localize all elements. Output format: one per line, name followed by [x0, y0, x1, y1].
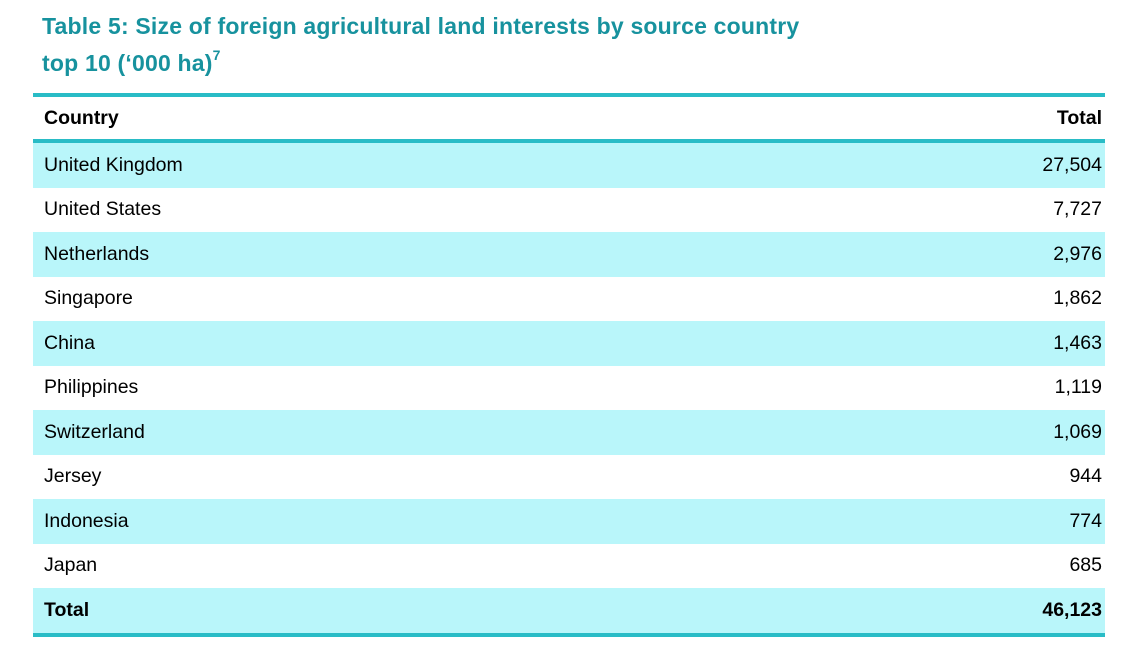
- table-bottom-rule: [33, 632, 1105, 637]
- footnote-marker: 7: [212, 47, 221, 64]
- table-row: Philippines 1,119: [33, 365, 1105, 410]
- country-cell: Indonesia: [44, 509, 129, 532]
- table-row: Singapore 1,862: [33, 276, 1105, 321]
- total-cell: 27,504: [1042, 153, 1102, 176]
- table-row: United States 7,727: [33, 187, 1105, 232]
- total-cell: 1,119: [1054, 376, 1102, 399]
- country-cell: Netherlands: [44, 242, 150, 265]
- table-total-row: Total 46,123: [33, 588, 1105, 633]
- country-cell: Singapore: [44, 287, 133, 310]
- total-cell: 7,727: [1053, 198, 1102, 221]
- table-row: Indonesia 774: [33, 499, 1105, 544]
- total-cell: 1,069: [1053, 420, 1102, 443]
- data-table: Country Total United Kingdom 27,504 Unit…: [33, 93, 1105, 637]
- table-title: Table 5: Size of foreign agricultural la…: [42, 8, 942, 82]
- country-cell: United States: [44, 198, 162, 221]
- total-cell: 774: [1069, 509, 1102, 532]
- table-title-line1: Table 5: Size of foreign agricultural la…: [42, 13, 800, 39]
- country-cell: China: [44, 331, 95, 354]
- table-row: Switzerland 1,069: [33, 410, 1105, 455]
- total-cell: 1,862: [1053, 287, 1102, 310]
- table-top-rule: [33, 93, 1105, 97]
- table-row: United Kingdom 27,504: [33, 143, 1105, 188]
- country-column-header: Country: [44, 106, 119, 129]
- total-row-label: Total: [44, 598, 90, 621]
- table-body: United Kingdom 27,504 United States 7,72…: [33, 143, 1105, 588]
- total-row-value: 46,123: [1042, 598, 1102, 621]
- total-cell: 944: [1069, 465, 1102, 488]
- country-cell: Jersey: [44, 465, 102, 488]
- total-cell: 1,463: [1053, 331, 1102, 354]
- table-header-row: Country Total: [33, 97, 1105, 139]
- total-cell: 2,976: [1053, 242, 1102, 265]
- total-cell: 685: [1069, 554, 1102, 577]
- country-cell: Switzerland: [44, 420, 145, 443]
- table-row: Jersey 944: [33, 454, 1105, 499]
- country-cell: United Kingdom: [44, 153, 183, 176]
- table-row: Netherlands 2,976: [33, 232, 1105, 277]
- country-cell: Japan: [44, 554, 98, 577]
- country-cell: Philippines: [44, 376, 139, 399]
- table-title-line2: top 10 (‘000 ha): [42, 50, 213, 76]
- table-row: Japan 685: [33, 543, 1105, 588]
- table-row: China 1,463: [33, 321, 1105, 366]
- total-column-header: Total: [1056, 106, 1102, 129]
- table-header-rule: [33, 139, 1105, 143]
